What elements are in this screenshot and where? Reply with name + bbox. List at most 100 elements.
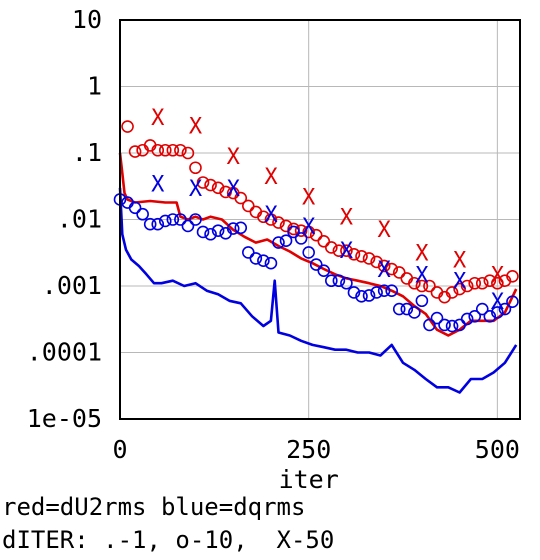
marker-x-dU2rms: X: [378, 218, 392, 243]
marker-o-dqrms: [430, 311, 444, 325]
y-tick-label: .001: [42, 271, 102, 300]
marker-o-dqrms: [181, 219, 195, 233]
marker-x-dU2rms: X: [151, 106, 165, 131]
marker-x-dU2rms: X: [302, 186, 316, 211]
marker-o-dqrms: [438, 318, 451, 332]
marker-o-dqrms: [136, 207, 149, 221]
marker-o-dqrms: [498, 302, 512, 316]
marker-o-dU2rms: [347, 247, 361, 261]
marker-o-dU2rms: [355, 249, 368, 263]
marker-o-dqrms: [362, 289, 376, 302]
marker-o-dqrms: [445, 319, 459, 333]
marker-o-dqrms: [309, 258, 323, 271]
marker-x-dqrms: X: [453, 270, 467, 295]
marker-o-dU2rms: [174, 143, 187, 157]
y-tick-label: .0001: [27, 338, 102, 367]
marker-o-dqrms: [226, 222, 240, 235]
marker-o-dU2rms: [158, 143, 172, 157]
marker-x-dU2rms: X: [491, 263, 505, 288]
marker-o-dU2rms: [325, 241, 338, 254]
marker-x-dqrms: X: [151, 172, 165, 197]
marker-o-dqrms: [294, 232, 308, 245]
marker-o-dU2rms: [392, 266, 406, 279]
marker-o-dU2rms: [204, 178, 217, 192]
marker-o-dU2rms: [166, 143, 180, 157]
marker-o-dU2rms: [279, 219, 293, 233]
marker-o-dU2rms: [370, 255, 383, 269]
marker-o-dU2rms: [121, 120, 134, 133]
marker-o-dU2rms: [445, 286, 459, 299]
marker-o-dU2rms: [483, 274, 497, 288]
marker-o-dqrms: [264, 256, 278, 270]
marker-o-dqrms: [279, 234, 293, 247]
marker-o-dU2rms: [340, 244, 353, 257]
marker-x-dU2rms: X: [453, 249, 467, 274]
marker-o-dqrms: [174, 213, 187, 226]
marker-o-dU2rms: [272, 216, 285, 229]
marker-x-dU2rms: X: [415, 241, 429, 266]
marker-o-dU2rms: [151, 143, 165, 157]
marker-o-dU2rms: [234, 191, 248, 205]
x-tick-labels: 0 250 500: [112, 435, 519, 464]
marker-o-dqrms: [468, 310, 482, 323]
y-tick-label: 1: [87, 72, 102, 101]
marker-o-dU2rms: [294, 224, 308, 237]
marker-o-dU2rms: [460, 279, 474, 293]
marker-o-dqrms: [151, 217, 165, 231]
marker-o-dU2rms: [385, 262, 398, 276]
marker-x-dU2rms: X: [227, 145, 241, 170]
marker-o-dqrms: [242, 246, 255, 259]
marker-o-dU2rms: [377, 259, 391, 273]
marker-o-dqrms: [377, 284, 391, 297]
marker-o-dqrms: [128, 201, 142, 215]
marker-o-dqrms: [340, 276, 353, 290]
legend-line-markers: dITER: .-1, o-10, X-50: [2, 526, 335, 554]
marker-x-dU2rms: X: [340, 206, 354, 231]
marker-o-dqrms: [234, 221, 248, 235]
marker-o-dU2rms: [475, 276, 489, 290]
x-axis-label: iter: [279, 465, 339, 494]
marker-x-dU2rms: X: [189, 114, 203, 139]
plot-frame: [119, 19, 521, 420]
marker-o-dU2rms: [332, 244, 346, 257]
x-tick-label: 0: [112, 435, 127, 464]
marker-o-dqrms: [317, 264, 331, 277]
x-tick-label: 500: [475, 435, 520, 464]
marker-o-dqrms: [166, 213, 180, 226]
marker-o-dU2rms: [468, 276, 482, 290]
marker-o-dU2rms: [189, 161, 202, 175]
marker-o-dqrms: [506, 295, 519, 309]
marker-x-dqrms: X: [415, 263, 429, 288]
marker-o-dqrms: [392, 302, 406, 316]
y-tick-label: .1: [72, 138, 102, 167]
marker-o-dU2rms: [506, 269, 519, 283]
marker-o-dqrms: [415, 294, 429, 308]
marker-o-dqrms: [204, 227, 217, 241]
marker-o-dqrms: [302, 246, 315, 259]
legend-line-colors: red=dU2rms blue=dqrms: [2, 493, 306, 521]
marker-o-dU2rms: [128, 145, 142, 158]
marker-o-dqrms: [158, 214, 172, 228]
marker-o-dU2rms: [453, 282, 466, 296]
series-line-dU2rms: [118, 152, 518, 337]
marker-o-dqrms: [189, 213, 202, 226]
marker-x-dqrms: X: [264, 203, 278, 228]
x-tick-label: 250: [286, 435, 331, 464]
marker-o-dU2rms: [362, 252, 376, 265]
y-tick-label: 10: [72, 5, 102, 34]
marker-x-dU2rms: X: [264, 165, 278, 190]
marker-o-dU2rms: [309, 228, 323, 242]
marker-o-dqrms: [257, 254, 270, 268]
y-tick-label: .01: [57, 205, 102, 234]
marker-o-dU2rms: [408, 276, 421, 290]
marker-o-dU2rms: [181, 146, 195, 160]
marker-x-dqrms: X: [378, 258, 392, 283]
marker-o-dU2rms: [317, 235, 331, 248]
marker-o-dU2rms: [257, 210, 270, 224]
marker-o-dU2rms: [219, 185, 232, 199]
marker-o-dqrms: [249, 252, 263, 265]
marker-o-dqrms: [325, 274, 338, 288]
marker-o-dqrms: [460, 312, 474, 326]
marker-x-dqrms: X: [189, 177, 203, 202]
